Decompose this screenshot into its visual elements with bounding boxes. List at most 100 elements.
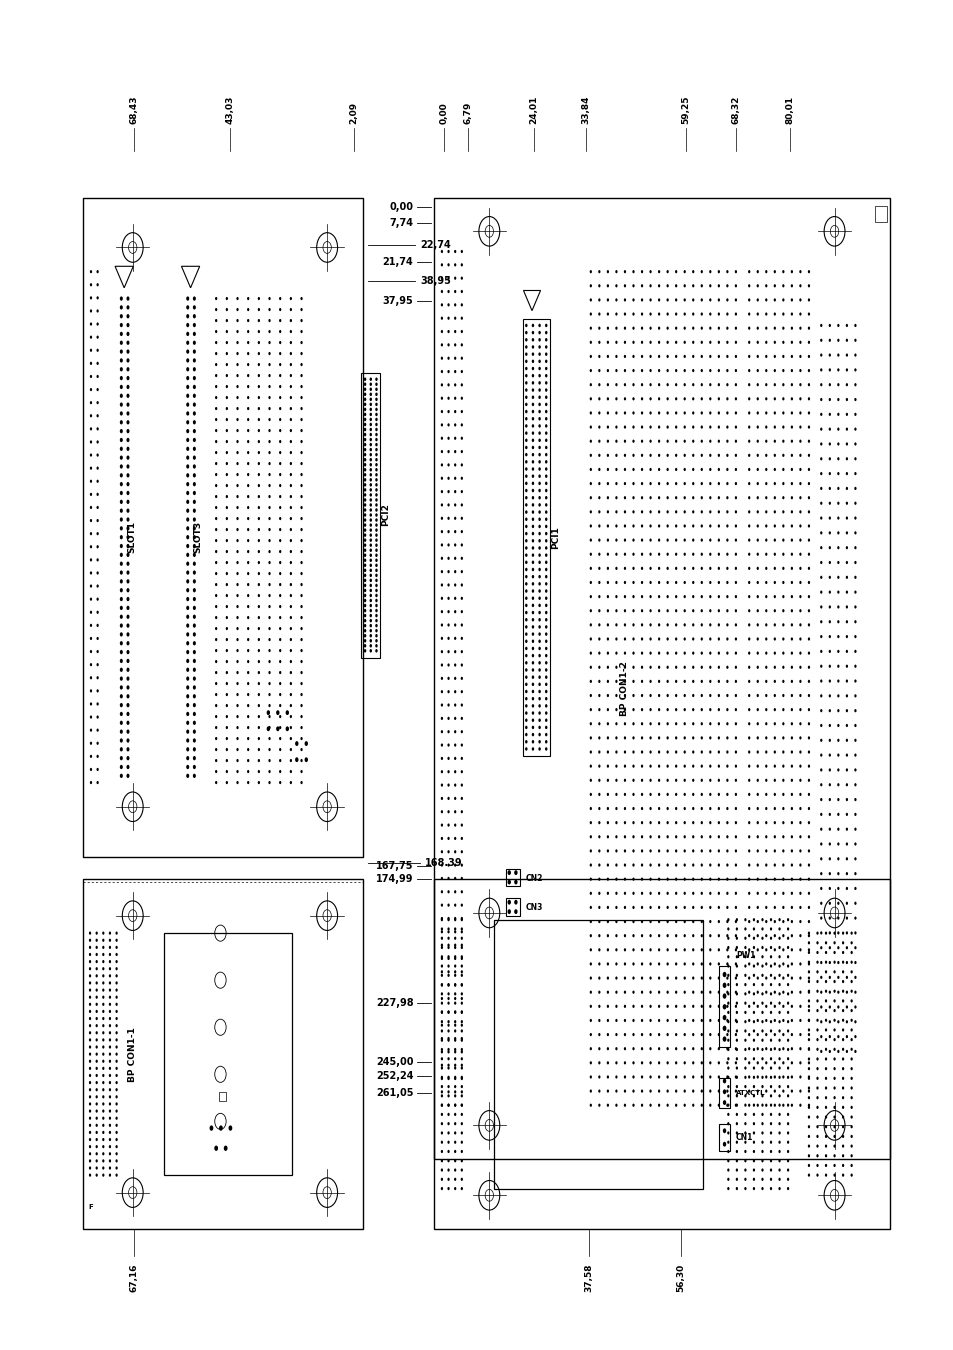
Circle shape [850, 1145, 852, 1148]
Circle shape [460, 277, 462, 279]
Circle shape [615, 595, 617, 598]
Circle shape [666, 906, 668, 909]
Circle shape [837, 620, 839, 624]
Circle shape [853, 917, 856, 919]
Circle shape [632, 567, 634, 570]
Circle shape [816, 1048, 818, 1050]
Text: 261,05: 261,05 [375, 1088, 413, 1098]
Circle shape [824, 1077, 826, 1080]
Circle shape [623, 991, 625, 994]
Circle shape [841, 1115, 843, 1119]
Circle shape [447, 1038, 449, 1042]
Circle shape [799, 468, 801, 471]
Circle shape [193, 500, 195, 504]
Circle shape [120, 774, 123, 778]
Circle shape [691, 736, 694, 740]
Circle shape [544, 525, 547, 528]
Circle shape [300, 549, 302, 553]
Circle shape [127, 756, 130, 760]
Circle shape [226, 780, 228, 784]
Circle shape [300, 418, 302, 421]
Circle shape [598, 327, 599, 329]
Circle shape [756, 779, 758, 782]
Circle shape [799, 285, 801, 288]
Circle shape [90, 336, 92, 339]
Circle shape [747, 412, 750, 414]
Circle shape [845, 339, 847, 342]
Circle shape [675, 340, 677, 344]
Circle shape [589, 624, 591, 626]
Circle shape [675, 539, 677, 541]
Circle shape [824, 1048, 826, 1050]
Circle shape [102, 1053, 104, 1056]
Circle shape [89, 1025, 91, 1027]
Circle shape [734, 595, 737, 598]
Circle shape [691, 580, 694, 585]
Circle shape [186, 738, 189, 742]
Circle shape [186, 535, 189, 540]
Circle shape [760, 1002, 762, 1004]
Circle shape [725, 495, 728, 500]
Circle shape [691, 707, 694, 711]
Circle shape [632, 836, 634, 838]
Circle shape [764, 567, 766, 570]
Circle shape [447, 1103, 449, 1107]
Circle shape [623, 1089, 625, 1092]
Circle shape [828, 946, 830, 949]
Circle shape [290, 297, 292, 300]
Circle shape [290, 562, 292, 564]
Circle shape [589, 397, 591, 401]
Circle shape [760, 1168, 762, 1172]
Circle shape [807, 552, 809, 556]
Circle shape [837, 502, 839, 505]
Circle shape [226, 374, 228, 377]
Circle shape [300, 594, 302, 597]
Circle shape [807, 779, 809, 782]
Circle shape [447, 927, 449, 930]
Circle shape [675, 495, 677, 500]
Circle shape [290, 528, 292, 531]
Circle shape [460, 556, 462, 560]
Circle shape [837, 828, 839, 830]
Circle shape [247, 737, 249, 740]
Circle shape [524, 726, 527, 729]
Circle shape [666, 680, 668, 683]
Circle shape [623, 906, 625, 909]
Circle shape [598, 524, 599, 528]
Circle shape [837, 664, 839, 668]
Circle shape [363, 408, 366, 412]
Circle shape [781, 736, 783, 740]
Circle shape [726, 1168, 729, 1172]
Circle shape [127, 394, 130, 398]
Circle shape [799, 524, 801, 528]
Circle shape [845, 532, 847, 535]
Circle shape [828, 783, 830, 786]
Circle shape [799, 694, 801, 697]
Circle shape [735, 964, 738, 968]
Circle shape [440, 263, 442, 266]
Circle shape [544, 374, 547, 378]
Circle shape [824, 1115, 826, 1119]
Circle shape [722, 1142, 725, 1146]
Circle shape [623, 694, 625, 697]
Circle shape [236, 483, 238, 487]
Circle shape [735, 1112, 738, 1116]
Circle shape [725, 567, 728, 570]
Circle shape [820, 649, 821, 653]
Circle shape [691, 864, 694, 867]
Circle shape [837, 324, 839, 327]
Circle shape [717, 792, 720, 796]
Circle shape [226, 726, 228, 729]
Circle shape [773, 397, 775, 401]
Circle shape [721, 972, 725, 977]
Circle shape [447, 717, 449, 720]
Circle shape [700, 878, 702, 880]
Circle shape [734, 440, 737, 443]
Circle shape [850, 1057, 852, 1061]
Circle shape [454, 1168, 456, 1172]
Circle shape [747, 779, 750, 782]
Circle shape [828, 575, 830, 579]
Circle shape [257, 693, 260, 697]
Circle shape [781, 792, 783, 796]
Circle shape [807, 1125, 809, 1129]
